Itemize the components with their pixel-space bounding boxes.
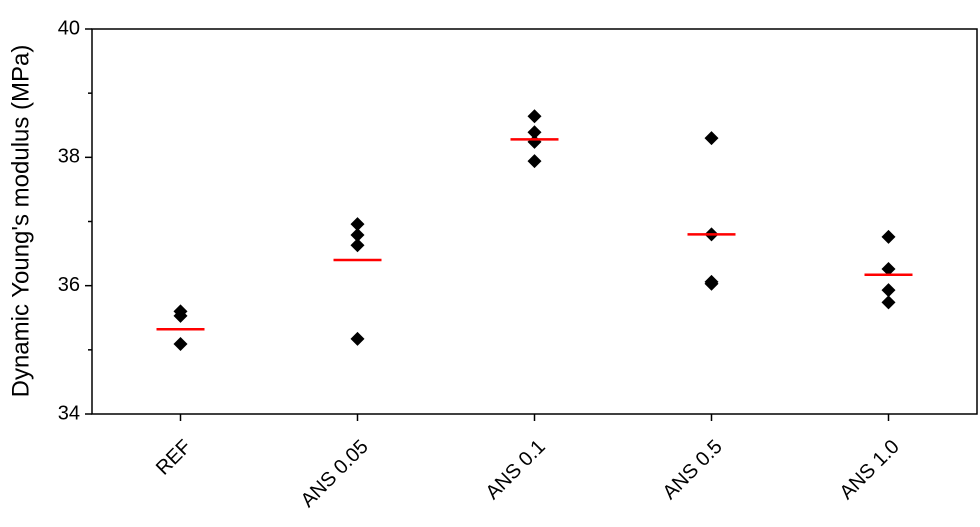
data-point [881,295,896,310]
x-tick-label: REF [152,436,196,480]
data-point [704,276,719,291]
data-point [350,227,365,242]
data-point [527,125,542,140]
plot-frame [91,28,978,415]
y-tick-label: 34 [58,402,80,424]
data-point [881,261,896,276]
data-point [350,217,365,232]
data-point [527,154,542,169]
data-point [881,229,896,244]
data-point [173,337,188,352]
x-tick-label: ANS 0.1 [482,436,550,504]
data-point [350,331,365,346]
data-point [173,308,188,323]
data-point [527,109,542,124]
data-point [881,283,896,298]
y-tick-label: 36 [58,274,80,296]
data-point [527,134,542,149]
y-tick-label: 40 [58,17,80,39]
data-point [350,238,365,253]
y-axis-label: Dynamic Young's modulus (MPa) [7,45,34,398]
x-tick-label: ANS 0.5 [659,436,727,504]
data-point [704,131,719,146]
x-tick-label: ANS 0.05 [297,436,373,512]
x-tick-label: ANS 1.0 [836,436,904,504]
y-tick-label: 38 [58,146,80,168]
